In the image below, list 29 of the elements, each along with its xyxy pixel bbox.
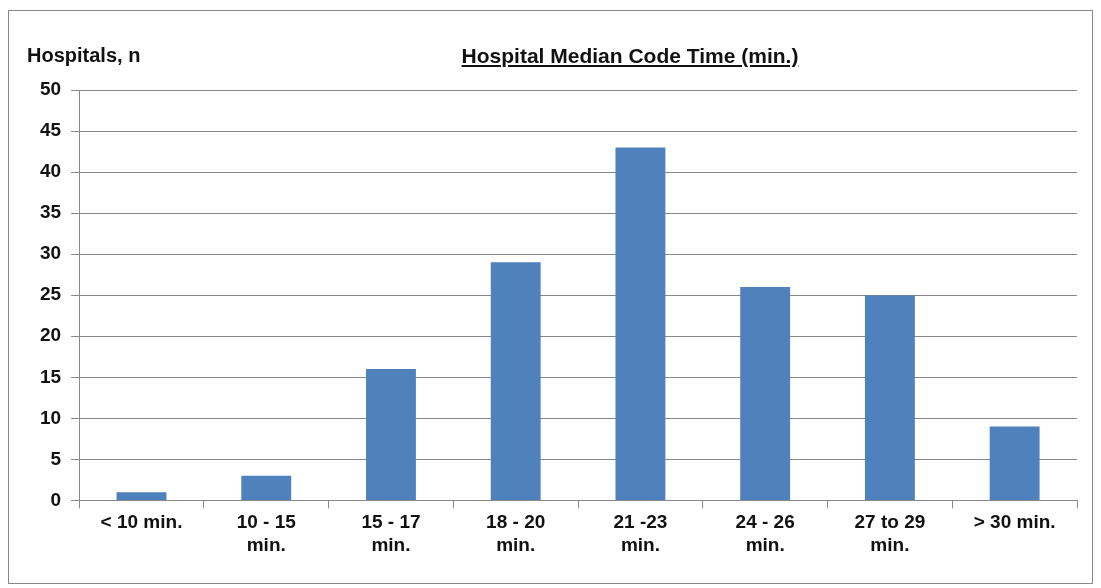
y-axis-title: Hospitals, n [27, 44, 141, 67]
bar [864, 295, 915, 500]
y-tick-label: 50 [39, 78, 62, 100]
x-tick-label: 27 to 29 min. [854, 511, 926, 555]
x-tick-label: 24 - 26 min. [735, 511, 795, 555]
y-tick-label: 20 [39, 324, 62, 346]
y-tick-label: 30 [39, 242, 62, 264]
bar [989, 426, 1040, 500]
y-tick-label: 45 [39, 119, 62, 141]
bar [615, 147, 666, 500]
y-tick-label: 5 [50, 447, 62, 469]
x-tick-label: 10 - 15 min. [236, 511, 297, 555]
bar [490, 262, 541, 500]
x-tick-label: < 10 min. [100, 511, 183, 533]
x-tick-label: 18 - 20 min. [486, 511, 546, 555]
x-tick-label: 21 -23 min. [613, 511, 668, 555]
bar [241, 475, 292, 500]
y-tick-label: 35 [39, 201, 62, 223]
y-tick-label: 40 [39, 160, 62, 182]
x-tick-label: 15 - 17 min. [361, 511, 421, 555]
bar [740, 286, 791, 500]
y-tick-label: 10 [39, 406, 62, 428]
y-tick-label: 15 [39, 365, 62, 387]
chart-title: Hospital Median Code Time (min.) [460, 44, 800, 68]
bar [116, 492, 167, 500]
x-tick-label: > 30 min. [973, 511, 1056, 533]
y-tick-label: 25 [39, 283, 62, 305]
bar [366, 369, 416, 500]
y-tick-label: 0 [50, 488, 62, 510]
